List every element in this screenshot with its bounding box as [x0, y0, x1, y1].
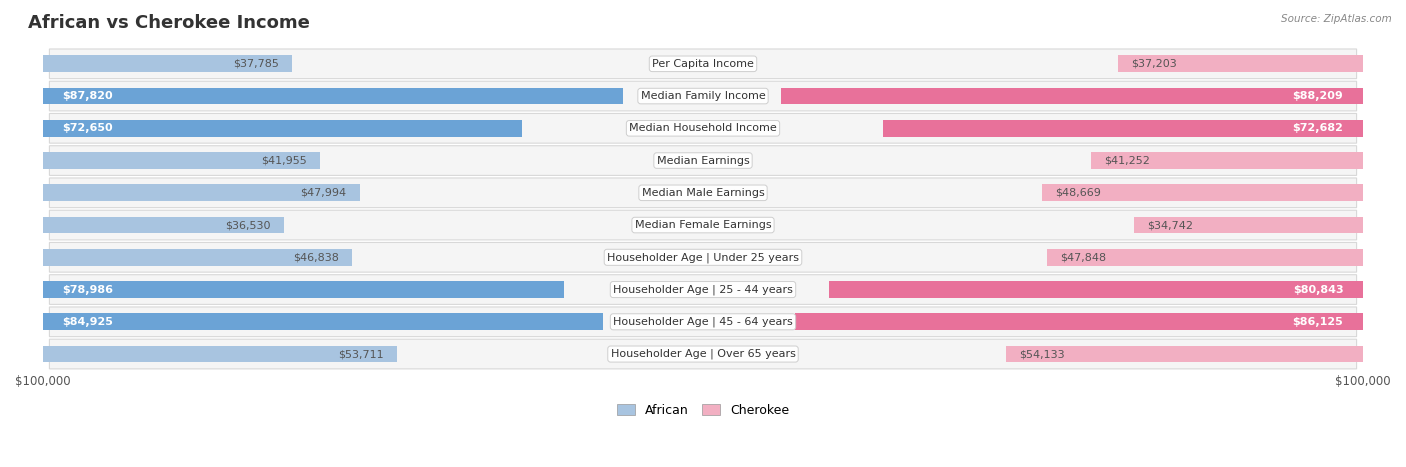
- FancyBboxPatch shape: [49, 81, 1357, 111]
- Text: $88,209: $88,209: [1292, 91, 1343, 101]
- Text: $72,650: $72,650: [63, 123, 114, 133]
- Text: $87,820: $87,820: [63, 91, 114, 101]
- Text: Median Male Earnings: Median Male Earnings: [641, 188, 765, 198]
- Text: Median Family Income: Median Family Income: [641, 91, 765, 101]
- Text: $54,133: $54,133: [1019, 349, 1064, 359]
- Text: African vs Cherokee Income: African vs Cherokee Income: [28, 14, 309, 32]
- Text: Source: ZipAtlas.com: Source: ZipAtlas.com: [1281, 14, 1392, 24]
- Bar: [1047, 249, 1364, 266]
- Text: Median Earnings: Median Earnings: [657, 156, 749, 166]
- FancyBboxPatch shape: [49, 49, 1357, 78]
- Text: $72,682: $72,682: [1292, 123, 1343, 133]
- Bar: [883, 120, 1364, 137]
- Bar: [42, 313, 603, 330]
- Bar: [42, 217, 284, 234]
- Bar: [1133, 217, 1364, 234]
- Text: $78,986: $78,986: [63, 284, 114, 295]
- FancyBboxPatch shape: [49, 307, 1357, 337]
- FancyBboxPatch shape: [49, 113, 1357, 143]
- Text: Median Female Earnings: Median Female Earnings: [634, 220, 772, 230]
- Text: Householder Age | 25 - 44 years: Householder Age | 25 - 44 years: [613, 284, 793, 295]
- Bar: [42, 281, 564, 298]
- Text: Householder Age | Under 25 years: Householder Age | Under 25 years: [607, 252, 799, 262]
- Bar: [1118, 56, 1364, 72]
- FancyBboxPatch shape: [49, 275, 1357, 304]
- Text: $80,843: $80,843: [1292, 284, 1343, 295]
- Bar: [42, 56, 292, 72]
- Text: $46,838: $46,838: [292, 252, 339, 262]
- Text: $37,203: $37,203: [1130, 59, 1177, 69]
- Text: $84,925: $84,925: [63, 317, 114, 327]
- Text: $37,785: $37,785: [233, 59, 278, 69]
- Bar: [830, 281, 1364, 298]
- Text: $36,530: $36,530: [225, 220, 271, 230]
- FancyBboxPatch shape: [49, 178, 1357, 208]
- Text: $47,994: $47,994: [301, 188, 346, 198]
- Text: $48,669: $48,669: [1054, 188, 1101, 198]
- Text: Householder Age | 45 - 64 years: Householder Age | 45 - 64 years: [613, 317, 793, 327]
- Text: $41,955: $41,955: [262, 156, 307, 166]
- Text: Median Household Income: Median Household Income: [628, 123, 778, 133]
- Bar: [42, 152, 319, 169]
- Text: Householder Age | Over 65 years: Householder Age | Over 65 years: [610, 349, 796, 359]
- Text: $41,252: $41,252: [1104, 156, 1150, 166]
- Text: $53,711: $53,711: [339, 349, 384, 359]
- Text: $34,742: $34,742: [1147, 220, 1194, 230]
- Bar: [42, 88, 623, 105]
- Bar: [42, 120, 523, 137]
- Bar: [42, 249, 352, 266]
- FancyBboxPatch shape: [49, 210, 1357, 240]
- Legend: African, Cherokee: African, Cherokee: [612, 399, 794, 422]
- Bar: [1091, 152, 1364, 169]
- Bar: [780, 88, 1364, 105]
- Bar: [42, 346, 398, 362]
- Bar: [1042, 184, 1364, 201]
- FancyBboxPatch shape: [49, 242, 1357, 272]
- FancyBboxPatch shape: [49, 146, 1357, 176]
- Bar: [794, 313, 1364, 330]
- Bar: [1005, 346, 1364, 362]
- FancyBboxPatch shape: [49, 339, 1357, 369]
- Text: Per Capita Income: Per Capita Income: [652, 59, 754, 69]
- Text: $86,125: $86,125: [1292, 317, 1343, 327]
- Text: $47,848: $47,848: [1060, 252, 1107, 262]
- Bar: [42, 184, 360, 201]
